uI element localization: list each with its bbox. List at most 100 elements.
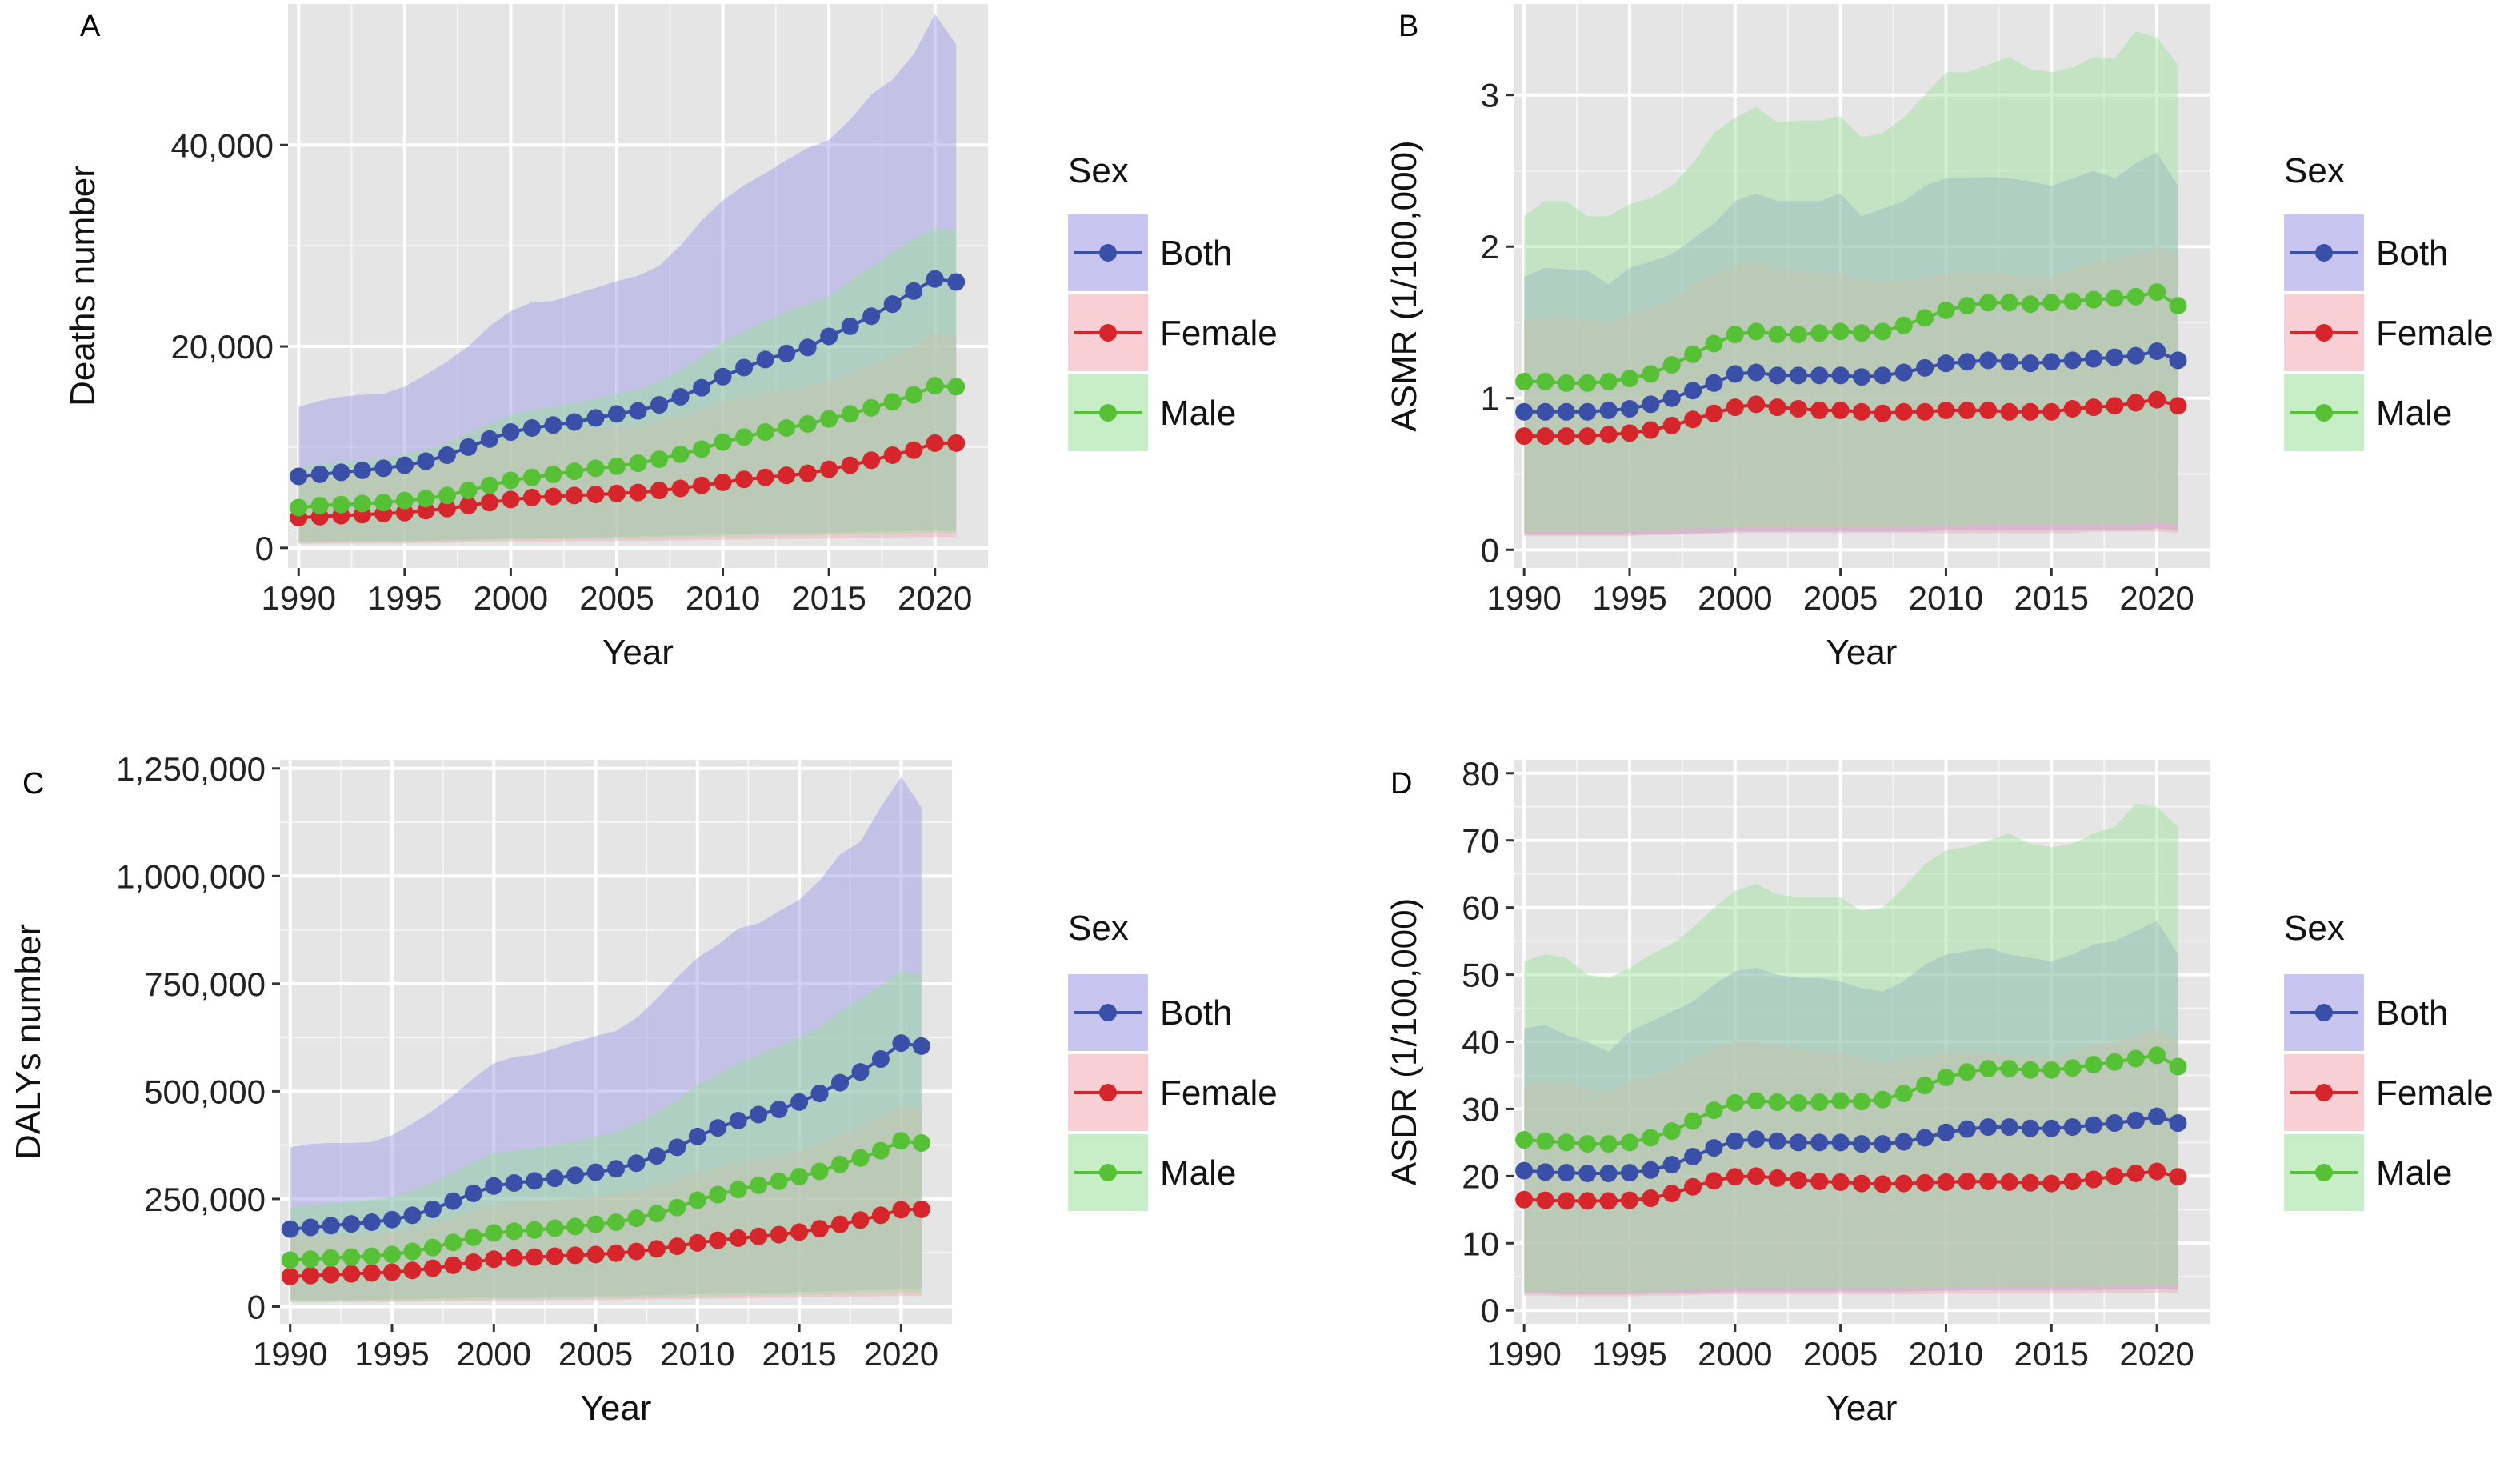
y-tick-label: 0 [1481, 1292, 1499, 1329]
data-point [1894, 1174, 1913, 1193]
data-point [1621, 370, 1638, 388]
data-point [1578, 1192, 1597, 1210]
data-point [750, 1176, 768, 1194]
data-point [1958, 401, 1976, 419]
data-point [862, 398, 881, 417]
series-male [1515, 283, 2187, 392]
data-point [2148, 1046, 2166, 1065]
data-point [2021, 1119, 2039, 1137]
data-point [1726, 1168, 1744, 1186]
data-point [1578, 402, 1597, 421]
x-tick-label: 1990 [1486, 579, 1561, 617]
data-point [526, 1221, 544, 1239]
data-point [851, 1149, 870, 1167]
data-point [1768, 1132, 1786, 1150]
data-point [2063, 351, 2082, 370]
data-point [1937, 354, 1955, 373]
data-point [729, 1181, 747, 1199]
data-point [403, 1242, 422, 1261]
y-tick-label: 750,000 [144, 965, 266, 1003]
data-point [778, 466, 796, 485]
series-male [281, 1132, 930, 1269]
data-point [1599, 1192, 1618, 1210]
data-point [2169, 297, 2187, 315]
data-point [1937, 1173, 1955, 1191]
data-point [2063, 1118, 2082, 1137]
data-point [2000, 402, 2018, 421]
y-axis-title: DALYs number [9, 924, 48, 1160]
data-point [1557, 1164, 1575, 1182]
data-point [1621, 424, 1638, 442]
data-point [395, 503, 414, 522]
data-point [417, 502, 435, 520]
data-point [1515, 1161, 1534, 1180]
x-tick-label: 2005 [1803, 1335, 1878, 1373]
data-point [693, 378, 711, 397]
data-point [820, 327, 838, 346]
legend-key-point [1099, 1084, 1117, 1101]
data-point [1958, 1120, 1976, 1138]
data-point [546, 1247, 564, 1265]
y-axis-title: Deaths number [63, 166, 102, 406]
data-point [586, 1215, 605, 1233]
data-point [1557, 1133, 1575, 1152]
data-point [522, 419, 541, 438]
data-point [1789, 400, 1807, 418]
data-point [2063, 1059, 2082, 1077]
legend-title: Sex [1068, 151, 1129, 190]
data-point [480, 476, 498, 494]
data-point [1937, 1123, 1955, 1141]
legend-title: Sex [2284, 909, 2345, 948]
legend-item-male: Male [1068, 374, 1236, 451]
data-point [1958, 1173, 1976, 1191]
legend-label: Female [1160, 314, 1278, 353]
data-point [1853, 1093, 1870, 1111]
data-point [526, 1248, 544, 1266]
data-point [905, 441, 923, 459]
data-point [544, 465, 562, 483]
series-female [1515, 1162, 2187, 1210]
legend-key-point [1099, 324, 1117, 342]
legend: Sex Both Female Male [2284, 151, 2494, 451]
data-point [905, 386, 923, 404]
data-point [2085, 398, 2102, 417]
data-point [586, 459, 605, 478]
data-point [1536, 1132, 1554, 1150]
data-point [1705, 374, 1723, 392]
ribbon-male [298, 228, 957, 543]
data-point [1979, 1118, 1998, 1137]
data-point [505, 1222, 523, 1241]
data-point [2042, 402, 2061, 421]
data-point [2000, 353, 2018, 371]
data-point [892, 1132, 910, 1150]
data-point [502, 423, 520, 442]
panel-c: 1990 1995 2000 2005 2010 2015 2020 0 250,000 500,… [9, 750, 1278, 1428]
data-point [714, 433, 732, 451]
data-point [1726, 1093, 1744, 1112]
y-tick-label: 1 [1481, 380, 1499, 418]
data-point [668, 1138, 686, 1157]
data-point [302, 1266, 320, 1285]
y-tick-label: 0 [1481, 531, 1499, 569]
data-point [480, 430, 498, 448]
legend-key-point [2315, 404, 2333, 422]
data-point [459, 496, 478, 514]
data-point [926, 270, 944, 288]
data-point [2000, 1118, 2018, 1137]
data-point [1536, 402, 1554, 421]
legend-key-point [2315, 1084, 2333, 1101]
data-point [750, 1227, 768, 1245]
data-point [566, 1246, 585, 1265]
data-point [947, 434, 966, 452]
data-point [750, 1105, 768, 1124]
data-point [464, 1184, 482, 1202]
data-point [2106, 1053, 2124, 1071]
data-point [485, 1177, 503, 1195]
y-tick-label: 1,000,000 [116, 857, 266, 895]
data-point [1958, 353, 1976, 371]
data-point [926, 377, 944, 395]
x-tick-label: 2005 [1803, 579, 1878, 617]
data-point [1916, 358, 1934, 377]
x-tick-label: 1990 [1486, 1335, 1561, 1373]
data-point [892, 1034, 910, 1053]
